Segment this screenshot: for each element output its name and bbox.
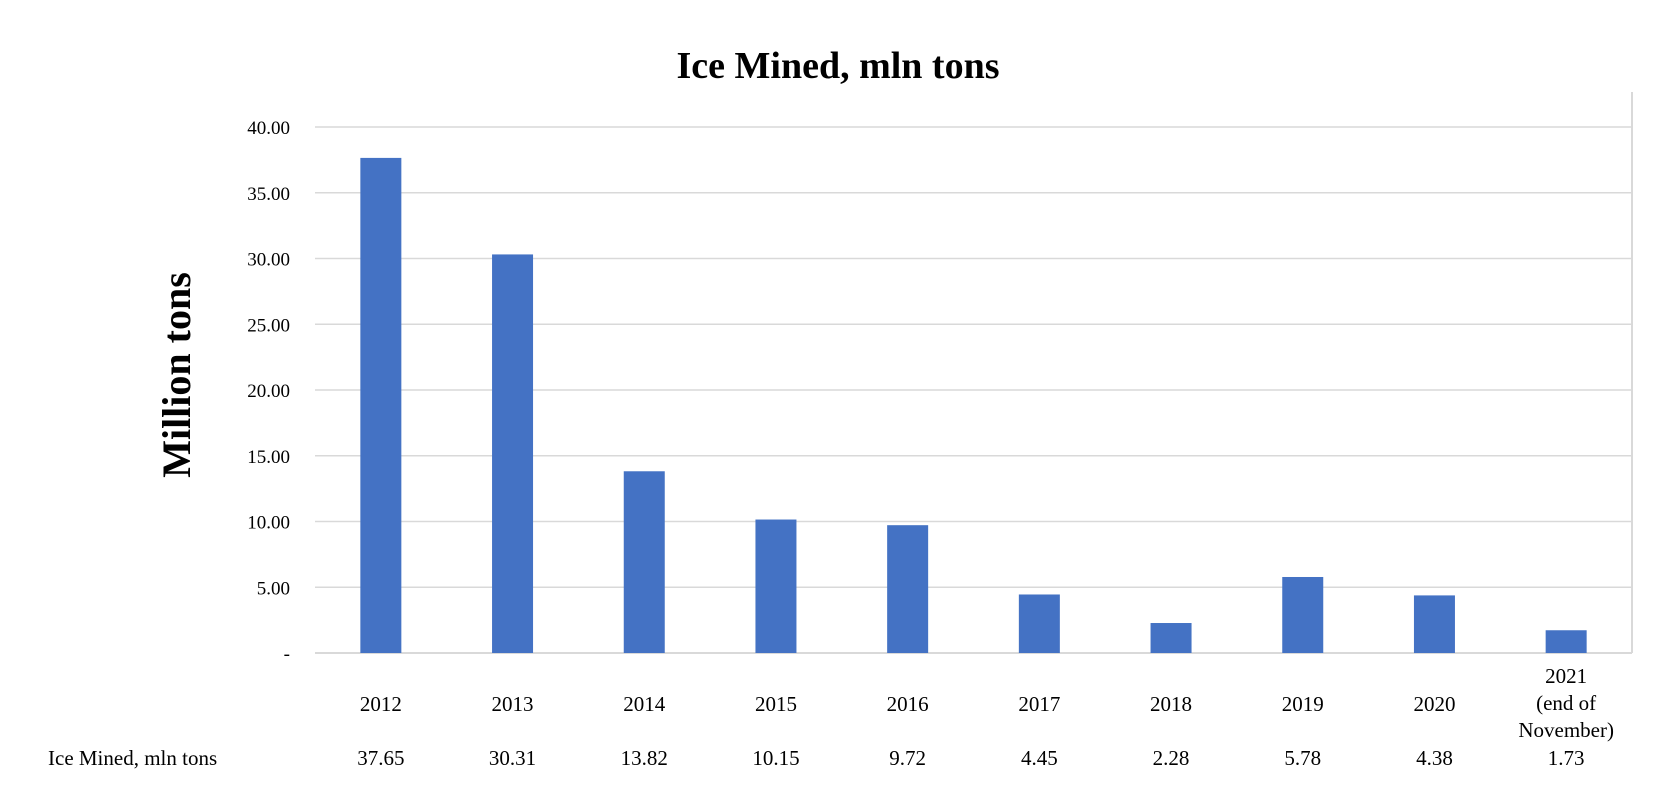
y-tick-label: 20.00 [247, 381, 290, 402]
x-category-label: 2021 [1545, 664, 1587, 688]
gridlines [315, 92, 1633, 654]
x-category-label: November) [1518, 718, 1614, 742]
x-category-label: 2014 [623, 692, 666, 716]
bar [1545, 630, 1587, 653]
y-tick-label: 40.00 [247, 118, 290, 139]
x-category-label: 2015 [755, 692, 797, 716]
bar [360, 157, 402, 653]
bar [887, 525, 929, 653]
x-category-label: 2012 [360, 692, 402, 716]
y-tick-label: 10.00 [247, 513, 290, 534]
x-category-label: 2016 [887, 692, 929, 716]
data-table-value: 13.82 [621, 746, 668, 770]
y-tick-label: 30.00 [247, 250, 290, 271]
bar [492, 254, 534, 653]
y-tick-label: - [284, 644, 290, 665]
y-axis-ticks: - 5.00 10.00 15.00 20.00 25.00 30.00 35.00 40.00 [247, 118, 290, 665]
data-table-value: 2.28 [1153, 746, 1190, 770]
y-axis-label: Million tons [154, 272, 199, 478]
data-table-value: 5.78 [1284, 746, 1321, 770]
x-category-label: 2017 [1018, 692, 1060, 716]
bar [755, 519, 797, 653]
y-tick-label: 25.00 [247, 315, 290, 336]
x-category-label: 2013 [492, 692, 534, 716]
data-table-value: 4.38 [1416, 746, 1453, 770]
bar [1018, 594, 1060, 653]
data-table-value: 10.15 [752, 746, 799, 770]
x-category-label: (end of [1536, 691, 1596, 715]
x-category-label: 2019 [1282, 692, 1324, 716]
data-table-value: 1.73 [1548, 746, 1585, 770]
bar [1150, 623, 1192, 653]
y-tick-label: 5.00 [257, 578, 290, 599]
bar [623, 471, 665, 653]
data-table-values: 37.65 30.31 13.82 10.15 9.72 4.45 2.28 5.78 4.38… [357, 746, 1584, 770]
x-axis-categories: 2012 2013 2014 2015 2016 2017 2018 2019 2020 2021… [360, 664, 1614, 742]
data-table-value: 4.45 [1021, 746, 1058, 770]
x-category-label: 2020 [1413, 692, 1455, 716]
y-tick-label: 35.00 [247, 184, 290, 205]
chart-title: Ice Mined, mln tons [677, 45, 1000, 87]
y-tick-label: 15.00 [247, 447, 290, 468]
data-table-series-label: Ice Mined, mln tons [48, 746, 217, 770]
data-table-value: 30.31 [489, 746, 536, 770]
x-category-label: 2018 [1150, 692, 1192, 716]
bar-series [360, 157, 1587, 653]
bar [1413, 595, 1455, 653]
data-table-value: 9.72 [889, 746, 926, 770]
bar [1282, 576, 1324, 653]
data-table-value: 37.65 [357, 746, 404, 770]
